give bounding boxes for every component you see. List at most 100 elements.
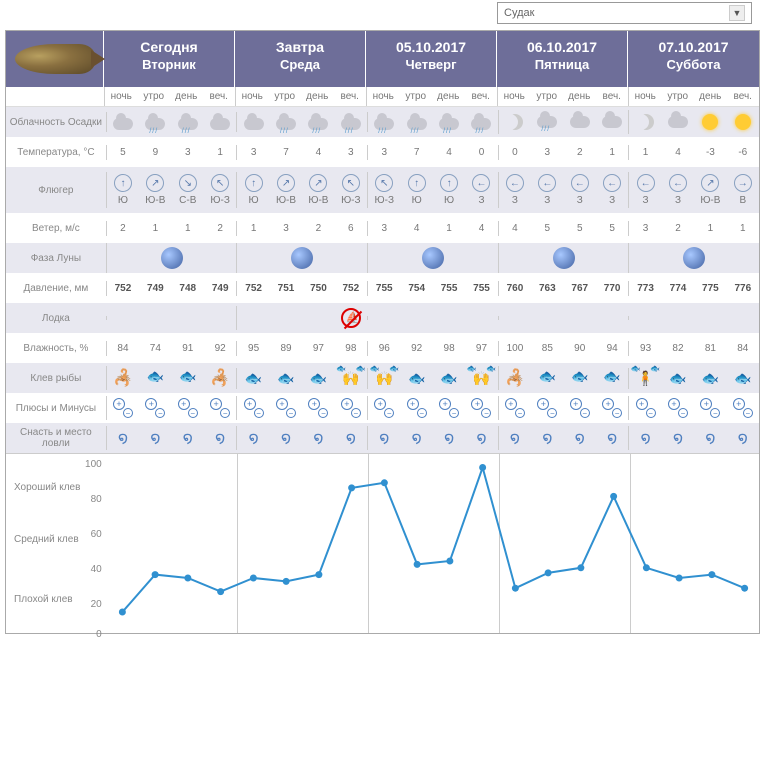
wind-dir: З [531, 195, 563, 206]
cell: ←З [629, 172, 661, 208]
pressure-value: 763 [539, 283, 556, 294]
wind-value: 2 [675, 223, 681, 234]
cell: 🐟 [400, 368, 432, 389]
cell [270, 306, 302, 330]
cell: →В [727, 172, 759, 208]
wind-arrow-icon: ↘ [179, 174, 197, 192]
chart-point [610, 493, 617, 500]
humidity-value: 82 [672, 343, 683, 354]
period-label: утро [269, 87, 302, 106]
day-block: ໑໑໑໑ [236, 426, 367, 450]
cell: ↗Ю-В [302, 172, 334, 208]
pressure-value: 770 [604, 283, 621, 294]
wind-dir: Ю-З [368, 195, 400, 206]
cloud-rain-icon [471, 118, 491, 130]
wind-dir: З [662, 195, 694, 206]
wind-value: 3 [643, 223, 649, 234]
humidity-value: 97 [313, 343, 324, 354]
day-header: 06.10.2017Пятница [497, 31, 628, 87]
cell: 🐟 [270, 368, 302, 389]
cell: 🦂 [499, 366, 531, 390]
cell [694, 110, 726, 134]
wind-arrow-icon: ↑ [114, 174, 132, 192]
chart-point [643, 564, 650, 571]
cell [694, 316, 726, 320]
sun-icon [735, 114, 751, 130]
chart-y-axis: 100806040200Хороший клевСредний клевПлох… [6, 454, 106, 633]
wind-arrow-icon: → [734, 174, 752, 192]
day-block: ←З←З↗Ю-В→В [628, 172, 759, 208]
day-block: ночьутроденьвеч. [497, 87, 628, 106]
fish-select[interactable]: Судак ▼ [497, 2, 752, 24]
day-block: 755754755755 [367, 281, 498, 296]
cell: +− [499, 396, 531, 420]
cell: +− [172, 396, 204, 420]
cell [499, 243, 629, 273]
period-label: веч. [465, 87, 498, 106]
cell [172, 112, 204, 132]
period-label: утро [138, 87, 171, 106]
row-label: Температура, °C [6, 143, 106, 162]
day-block [628, 110, 759, 134]
day-block: +−+−+−+− [367, 396, 498, 420]
cell: +− [531, 396, 563, 420]
wind-dir: Ю-В [694, 195, 726, 206]
day-block [236, 306, 367, 330]
cell: ໑ [531, 426, 563, 450]
cell: 1 [596, 145, 628, 160]
plus-minus-icon: +− [374, 398, 394, 418]
cell: +− [400, 396, 432, 420]
temp-value: 4 [675, 147, 681, 158]
cell: ໑ [139, 426, 171, 450]
cell [596, 110, 628, 134]
cell: 4 [662, 145, 694, 160]
data-row: Температура, °C593137433740032114-3-6 [6, 137, 759, 167]
chart-point [151, 571, 158, 578]
pressure-value: 751 [278, 283, 295, 294]
row-label: Плюсы и Минусы [6, 399, 106, 418]
fish-small-icon: 🐟 [147, 368, 164, 384]
cell: ໑ [400, 426, 432, 450]
day-header: 05.10.2017Четверг [366, 31, 497, 87]
tackle-icon: ໑ [183, 430, 193, 447]
cell: 3 [629, 221, 661, 236]
wind-value: 4 [479, 223, 485, 234]
day-sub: Вторник [104, 57, 234, 72]
day-block [236, 243, 367, 273]
humidity-value: 96 [379, 343, 390, 354]
cell: 98 [433, 341, 465, 356]
cell: 5 [531, 221, 563, 236]
day-block: ໑໑໑໑ [106, 426, 237, 450]
cell [107, 112, 139, 132]
cell: 755 [465, 281, 497, 296]
day-block: ໑໑໑໑ [498, 426, 629, 450]
period-label: утро [662, 87, 695, 106]
cell [662, 110, 694, 134]
cell [433, 316, 465, 320]
day-sub: Четверг [366, 57, 496, 72]
day-header: 07.10.2017Суббота [628, 31, 759, 87]
wind-dir: В [727, 195, 759, 206]
cell: 752 [335, 281, 367, 296]
day-block: 3743 [236, 145, 367, 160]
wind-dir: Ю-З [335, 195, 367, 206]
period-label: ночь [498, 87, 531, 106]
temp-value: 4 [446, 147, 452, 158]
wind-value: 3 [283, 223, 289, 234]
wind-dir: Ю-З [204, 195, 236, 206]
pressure-value: 755 [441, 283, 458, 294]
humidity-value: 81 [705, 343, 716, 354]
fish-icon [15, 44, 95, 74]
day-block [367, 316, 498, 320]
bite-chart: 100806040200Хороший клевСредний клевПлох… [6, 453, 759, 633]
wind-dir: Ю [237, 195, 269, 206]
wind-value: 4 [512, 223, 518, 234]
pressure-value: 752 [245, 283, 262, 294]
wind-value: 1 [740, 223, 746, 234]
cell: 7 [400, 145, 432, 160]
cloud-icon [570, 116, 590, 128]
humidity-value: 94 [607, 343, 618, 354]
data-row: Фаза Луны [6, 243, 759, 273]
cell: 5 [564, 221, 596, 236]
day-block: 5931 [106, 145, 237, 160]
